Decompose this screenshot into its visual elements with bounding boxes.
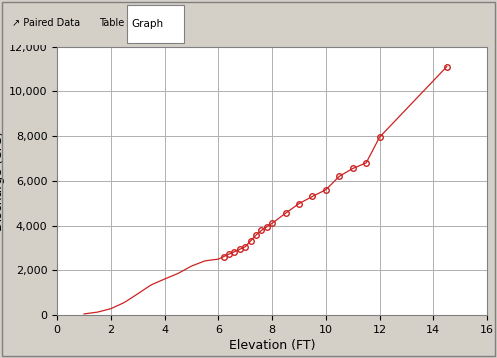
Text: Graph: Graph (132, 19, 164, 29)
Text: Table: Table (99, 18, 125, 28)
Text: ↗ Paired Data: ↗ Paired Data (12, 18, 81, 28)
Y-axis label: Discharge (CFS): Discharge (CFS) (0, 131, 4, 231)
X-axis label: Elevation (FT): Elevation (FT) (229, 339, 316, 352)
